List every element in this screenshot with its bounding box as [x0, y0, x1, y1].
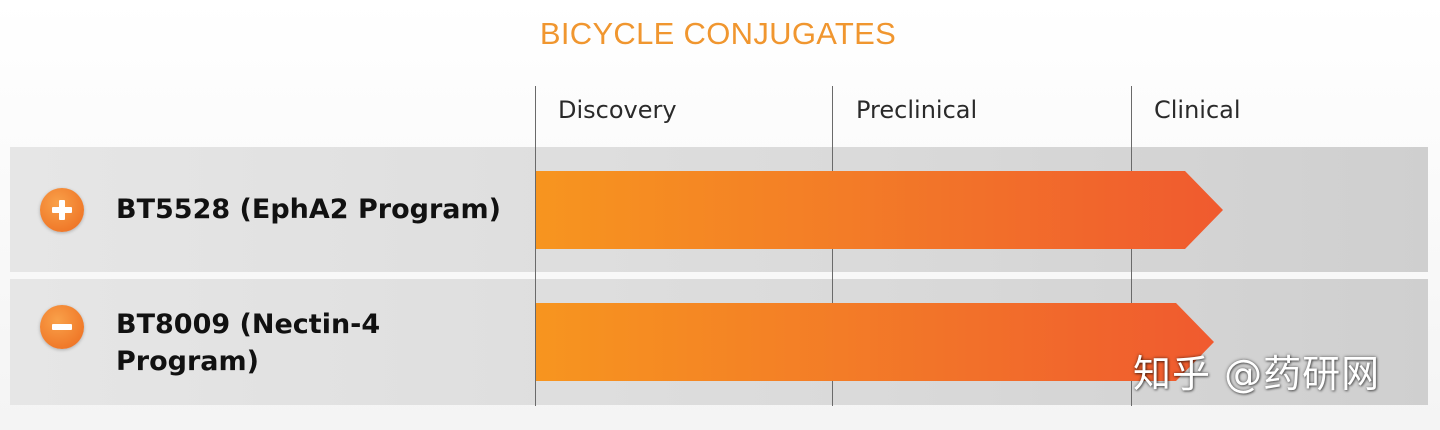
- program-name: BT8009 (Nectin-4 Program): [116, 306, 380, 380]
- stage-header-preclinical: Preclinical: [856, 96, 978, 124]
- watermark: 知乎 @药研网: [1133, 352, 1381, 396]
- stage-header-clinical: Clinical: [1154, 96, 1241, 124]
- progress-arrow-bt8009: [536, 303, 1214, 381]
- minus-icon[interactable]: [40, 305, 84, 349]
- program-name-line: BT5528 (EphA2 Program): [116, 194, 501, 225]
- progress-arrow-bt5528: [536, 171, 1223, 249]
- stage-header-discovery: Discovery: [558, 96, 677, 124]
- plus-icon[interactable]: [40, 188, 84, 232]
- program-name: BT5528 (EphA2 Program): [116, 191, 501, 228]
- program-name-line: Program): [116, 346, 259, 377]
- program-name-line: BT8009 (Nectin-4: [116, 309, 381, 340]
- page-title: BICYCLE CONJUGATES: [539, 16, 897, 51]
- stage-divider: [535, 86, 536, 406]
